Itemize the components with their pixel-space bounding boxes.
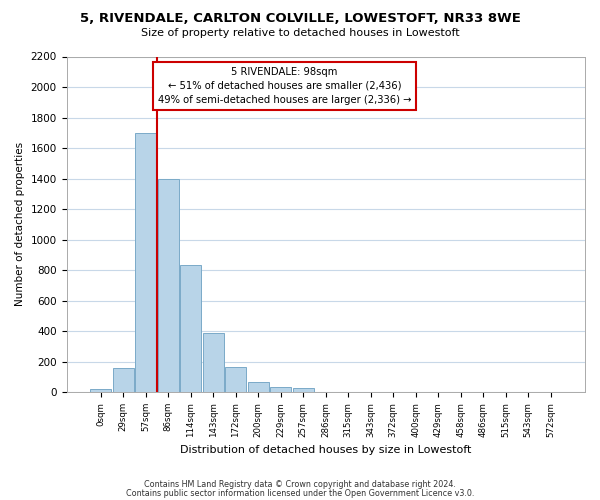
Bar xyxy=(203,332,224,392)
Bar xyxy=(293,388,314,392)
Bar xyxy=(113,368,134,392)
Bar xyxy=(135,133,157,392)
Text: Contains HM Land Registry data © Crown copyright and database right 2024.: Contains HM Land Registry data © Crown c… xyxy=(144,480,456,489)
Text: 5, RIVENDALE, CARLTON COLVILLE, LOWESTOFT, NR33 8WE: 5, RIVENDALE, CARLTON COLVILLE, LOWESTOF… xyxy=(80,12,520,26)
Bar xyxy=(158,178,179,392)
Text: Contains public sector information licensed under the Open Government Licence v3: Contains public sector information licen… xyxy=(126,488,474,498)
Bar xyxy=(270,388,292,392)
Y-axis label: Number of detached properties: Number of detached properties xyxy=(15,142,25,306)
Bar xyxy=(180,266,202,392)
Text: 5 RIVENDALE: 98sqm
← 51% of detached houses are smaller (2,436)
49% of semi-deta: 5 RIVENDALE: 98sqm ← 51% of detached hou… xyxy=(158,66,411,104)
Bar xyxy=(248,382,269,392)
Bar xyxy=(225,367,247,392)
Text: Size of property relative to detached houses in Lowestoft: Size of property relative to detached ho… xyxy=(140,28,460,38)
X-axis label: Distribution of detached houses by size in Lowestoft: Distribution of detached houses by size … xyxy=(180,445,472,455)
Bar xyxy=(90,389,112,392)
